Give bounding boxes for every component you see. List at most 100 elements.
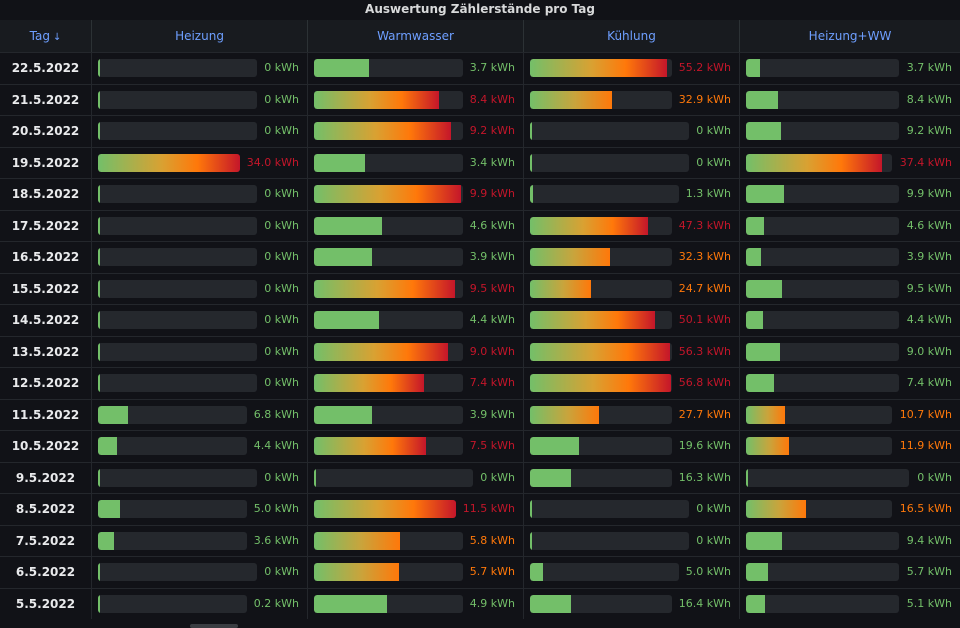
warmwasser-cell: 4.9 kWh — [308, 588, 524, 619]
value-unit: kWh — [927, 344, 952, 358]
value-number: 3.9 — [469, 250, 488, 263]
value-label: 5.7 kWh — [470, 557, 515, 587]
value-label: 4.4 kWh — [254, 431, 299, 461]
date-cell: 21.5.2022 — [0, 84, 92, 115]
value-number: 34.0 — [246, 155, 272, 169]
kuehlung-cell: 16.3 kWh — [524, 462, 740, 493]
column-header-heizung[interactable]: Heizung — [92, 20, 308, 52]
heizung-cell: 0 kWh — [92, 116, 308, 147]
value-number: 50.1 — [678, 313, 704, 326]
gauge-track — [746, 59, 899, 77]
gauge-fill — [746, 594, 765, 613]
heizung-cell: 0 kWh — [92, 179, 308, 210]
warmwasser-cell: 9.0 kWh — [308, 336, 524, 367]
kuehlung-cell: 56.3 kWh — [524, 336, 740, 367]
column-header-kuehlung[interactable]: Kühlung — [524, 20, 740, 52]
gauge-fill — [314, 153, 365, 172]
gauge-fill — [98, 374, 100, 392]
value-number: 5.7 — [469, 565, 488, 578]
heizung-ww-cell: 37.4 kWh — [740, 148, 960, 179]
value-number: 0 — [917, 470, 925, 484]
gauge-fill — [98, 311, 100, 329]
table-row: 8.5.2022 5.0 kWh 11.5 kWh 0 kWh 16.5 kWh — [0, 493, 960, 525]
value-unit: kWh — [706, 250, 731, 263]
date-cell: 19.5.2022 — [0, 147, 92, 178]
value-number: 9.5 — [469, 281, 488, 295]
gauge-fill — [530, 531, 532, 550]
gauge-track — [98, 405, 247, 424]
value-number: 5.0 — [253, 502, 272, 515]
date-cell: 18.5.2022 — [0, 179, 92, 210]
column-header-tag[interactable]: Tag ↓ — [0, 20, 92, 52]
gauge-track — [314, 59, 463, 77]
gauge-track — [98, 594, 247, 613]
gauge-track — [530, 563, 679, 581]
heizung-ww-cell: 4.6 kWh — [740, 211, 960, 242]
kuehlung-cell: 24.7 kWh — [524, 273, 740, 304]
value-number: 55.2 — [678, 61, 704, 74]
gauge-track — [746, 185, 899, 203]
horizontal-scrollbar[interactable] — [190, 624, 238, 628]
heizung-cell: 0 kWh — [92, 368, 308, 399]
value-number: 27.7 — [678, 407, 704, 421]
gauge-fill — [530, 185, 533, 203]
value-unit: kWh — [490, 376, 515, 389]
gauge-fill — [314, 468, 316, 487]
gauge-fill — [746, 563, 768, 581]
value-label: 8.4 kWh — [907, 85, 952, 115]
value-number: 0.2 — [253, 596, 272, 610]
heizung-cell: 0 kWh — [92, 305, 308, 336]
date-cell: 7.5.2022 — [0, 525, 92, 556]
value-unit: kWh — [706, 502, 731, 515]
date-cell: 15.5.2022 — [0, 273, 92, 304]
gauge-fill — [314, 374, 424, 392]
gauge-track — [530, 185, 679, 203]
value-number: 5.0 — [685, 565, 704, 578]
gauge-track — [98, 342, 258, 361]
date-cell: 17.5.2022 — [0, 210, 92, 241]
value-label: 5.0 kWh — [686, 557, 731, 587]
value-number: 0 — [264, 470, 272, 484]
gauge-fill — [98, 59, 100, 77]
warmwasser-cell: 4.6 kWh — [308, 210, 524, 241]
value-number: 0 — [264, 344, 272, 358]
gauge-fill — [746, 500, 806, 518]
value-number: 4.4 — [253, 439, 272, 452]
value-unit: kWh — [927, 533, 952, 547]
value-unit: kWh — [706, 61, 731, 74]
warmwasser-cell: 3.7 kWh — [308, 53, 524, 84]
value-number: 32.9 — [678, 92, 704, 106]
value-number: 0 — [264, 565, 272, 578]
value-number: 5.1 — [906, 596, 925, 610]
value-unit: kWh — [274, 313, 299, 326]
value-label: 0 kWh — [264, 179, 299, 209]
heizung-ww-cell: 10.7 kWh — [740, 400, 960, 431]
column-header-warmwasser[interactable]: Warmwasser — [308, 20, 524, 52]
gauge-track — [746, 563, 899, 581]
column-header-heizung-ww[interactable]: Heizung+WW — [808, 29, 892, 43]
gauge-fill — [746, 185, 784, 203]
value-unit: kWh — [274, 187, 299, 200]
value-label: 0 kWh — [264, 463, 299, 493]
value-unit: kWh — [490, 407, 515, 421]
gauge-track — [98, 248, 258, 266]
heizung-cell: 4.4 kWh — [92, 431, 308, 462]
gauge-fill — [746, 59, 760, 77]
gauge-fill — [746, 468, 748, 487]
date-cell: 9.5.2022 — [0, 462, 92, 493]
value-number: 47.3 — [678, 218, 704, 232]
value-label: 3.7 kWh — [907, 53, 952, 83]
value-label: 6.8 kWh — [254, 400, 299, 430]
value-number: 9.2 — [469, 124, 488, 137]
heizung-ww-cell: 9.5 kWh — [740, 274, 960, 305]
value-unit: kWh — [706, 344, 731, 358]
gauge-fill — [314, 563, 399, 581]
value-number: 4.4 — [906, 313, 925, 326]
value-unit: kWh — [490, 124, 515, 137]
table-row: 14.5.2022 0 kWh 4.4 kWh 50.1 kWh 4.4 kWh — [0, 304, 960, 336]
value-number: 4.9 — [469, 596, 488, 610]
value-label: 37.4 kWh — [900, 148, 952, 178]
value-unit: kWh — [927, 61, 952, 74]
value-unit: kWh — [490, 313, 515, 326]
value-label: 24.7 kWh — [679, 274, 731, 304]
